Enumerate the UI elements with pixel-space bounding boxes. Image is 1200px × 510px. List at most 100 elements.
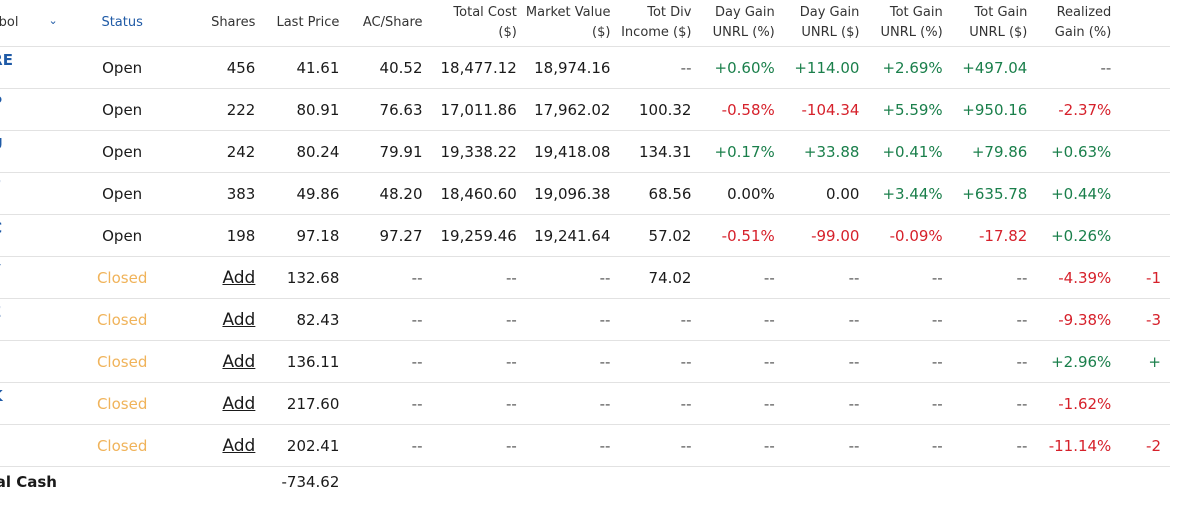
- symbol-link[interactable]: VLRE: [0, 47, 69, 89]
- realized-gain-pct-cell: +0.26%: [1036, 215, 1120, 257]
- total-cost-cell: 18,460.60: [432, 173, 526, 215]
- symbol-link[interactable]: VLE: [0, 299, 69, 341]
- tot-gain-pct-cell: +0.41%: [868, 131, 951, 173]
- status-cell: Open: [69, 131, 184, 173]
- tot-div-income-cell: --: [619, 425, 700, 467]
- symbol-link[interactable]: VLC: [0, 215, 69, 257]
- add-shares-link[interactable]: Add: [222, 310, 255, 330]
- shares-cell: Add: [184, 383, 264, 425]
- market-value-cell: --: [526, 257, 620, 299]
- realized-gain-pct-cell: --: [1036, 47, 1120, 89]
- shares-cell: 222: [184, 89, 264, 131]
- tot-div-income-cell: 57.02: [619, 215, 700, 257]
- add-shares-link[interactable]: Add: [222, 436, 255, 456]
- day-gain-usd-cell: +114.00: [784, 47, 869, 89]
- ac-share-cell: --: [348, 257, 431, 299]
- day-gain-usd-cell: 0.00: [784, 173, 869, 215]
- col-header-symbol[interactable]: Symbol ⌄: [0, 0, 69, 47]
- symbol-link[interactable]: VLF: [0, 173, 69, 215]
- realized-gain-usd-cell: +: [1120, 341, 1170, 383]
- add-shares-link[interactable]: Add: [222, 352, 255, 372]
- chevron-down-icon[interactable]: ⌄: [48, 11, 57, 31]
- tot-gain-pct-cell: --: [868, 341, 951, 383]
- tot-gain-usd-cell: +950.16: [952, 89, 1037, 131]
- symbol-link[interactable]: VLK: [0, 383, 69, 425]
- col-header-tot-div-income[interactable]: Tot Div Income ($): [619, 0, 700, 47]
- tot-gain-usd-cell: +79.86: [952, 131, 1037, 173]
- symbol-link[interactable]: VLU: [0, 131, 69, 173]
- col-header-day-gain-usd-label: Day Gain UNRL ($): [784, 3, 860, 43]
- empty-cell: [700, 467, 783, 510]
- symbol-link[interactable]: VLY: [0, 425, 69, 467]
- realized-gain-usd-cell: [1120, 215, 1170, 257]
- realized-gain-usd-cell: -2: [1120, 425, 1170, 467]
- col-header-realized-gain-pct[interactable]: Realized Gain (%): [1036, 0, 1120, 47]
- market-value-cell: 17,962.02: [526, 89, 620, 131]
- shares-cell: Add: [184, 341, 264, 383]
- tot-div-income-cell: --: [619, 47, 700, 89]
- tot-div-income-cell: 100.32: [619, 89, 700, 131]
- day-gain-pct-cell: --: [700, 341, 783, 383]
- symbol-link[interactable]: VLI: [0, 341, 69, 383]
- realized-gain-pct-cell: +0.63%: [1036, 131, 1120, 173]
- status-cell: Closed: [69, 341, 184, 383]
- realized-gain-usd-cell: [1120, 383, 1170, 425]
- col-header-status-label: Status: [101, 15, 142, 30]
- col-header-total-cost[interactable]: Total Cost ($): [432, 0, 526, 47]
- realized-gain-pct-cell: -9.38%: [1036, 299, 1120, 341]
- market-value-cell: 19,096.38: [526, 173, 620, 215]
- col-header-status[interactable]: Status: [69, 0, 184, 47]
- empty-cell: [784, 467, 869, 510]
- day-gain-pct-cell: -0.51%: [700, 215, 783, 257]
- table-row: VLYClosedAdd202.41-----------------11.14…: [0, 425, 1170, 467]
- col-header-symbol-label: Symbol: [0, 15, 18, 30]
- add-shares-link[interactable]: Add: [222, 394, 255, 414]
- market-value-cell: 18,974.16: [526, 47, 620, 89]
- ac-share-cell: 76.63: [348, 89, 431, 131]
- col-header-day-gain-usd[interactable]: Day Gain UNRL ($): [784, 0, 869, 47]
- add-shares-link[interactable]: Add: [222, 268, 255, 288]
- col-header-total-cost-label: Total Cost ($): [432, 3, 517, 43]
- col-header-shares[interactable]: Shares: [184, 0, 264, 47]
- last-price-cell: 217.60: [264, 383, 348, 425]
- tot-div-income-cell: 68.56: [619, 173, 700, 215]
- col-header-realized-gain-usd[interactable]: [1120, 0, 1170, 47]
- market-value-cell: 19,418.08: [526, 131, 620, 173]
- total-cash-label: Total Cash: [0, 467, 69, 510]
- col-header-tot-gain-pct[interactable]: Tot Gain UNRL (%): [868, 0, 951, 47]
- table-row: VLFOpen38349.8648.2018,460.6019,096.3868…: [0, 173, 1170, 215]
- tot-gain-usd-cell: --: [952, 425, 1037, 467]
- last-price-cell: 97.18: [264, 215, 348, 257]
- col-header-day-gain-pct-label: Day Gain UNRL (%): [700, 3, 774, 43]
- tot-gain-pct-cell: --: [868, 299, 951, 341]
- day-gain-usd-cell: --: [784, 341, 869, 383]
- col-header-ac-share[interactable]: AC/Share: [348, 0, 431, 47]
- day-gain-usd-cell: -104.34: [784, 89, 869, 131]
- col-header-market-value-label: Market Value ($): [526, 3, 611, 43]
- tot-div-income-cell: 74.02: [619, 257, 700, 299]
- day-gain-pct-cell: -0.58%: [700, 89, 783, 131]
- realized-gain-pct-cell: +2.96%: [1036, 341, 1120, 383]
- col-header-day-gain-pct[interactable]: Day Gain UNRL (%): [700, 0, 783, 47]
- table-row: VLREOpen45641.6140.5218,477.1218,974.16-…: [0, 47, 1170, 89]
- day-gain-usd-cell: --: [784, 257, 869, 299]
- total-cash-value: -734.62: [264, 467, 348, 510]
- tot-gain-usd-cell: --: [952, 341, 1037, 383]
- table-row: VLIClosedAdd136.11----------------+2.96%…: [0, 341, 1170, 383]
- total-cost-cell: 19,338.22: [432, 131, 526, 173]
- last-price-cell: 49.86: [264, 173, 348, 215]
- market-value-cell: 19,241.64: [526, 215, 620, 257]
- col-header-tot-gain-usd[interactable]: Tot Gain UNRL ($): [952, 0, 1037, 47]
- status-cell: Closed: [69, 257, 184, 299]
- table-header-row: Symbol ⌄ Status Shares Last Price AC/Shar…: [0, 0, 1170, 47]
- symbol-link[interactable]: VLP: [0, 89, 69, 131]
- day-gain-pct-cell: --: [700, 425, 783, 467]
- realized-gain-pct-cell: +0.44%: [1036, 173, 1120, 215]
- col-header-last-price[interactable]: Last Price: [264, 0, 348, 47]
- symbol-link[interactable]: VLV: [0, 257, 69, 299]
- col-header-market-value[interactable]: Market Value ($): [526, 0, 620, 47]
- empty-cell: [348, 467, 431, 510]
- total-cost-cell: 18,477.12: [432, 47, 526, 89]
- tot-div-income-cell: --: [619, 341, 700, 383]
- tot-div-income-cell: --: [619, 299, 700, 341]
